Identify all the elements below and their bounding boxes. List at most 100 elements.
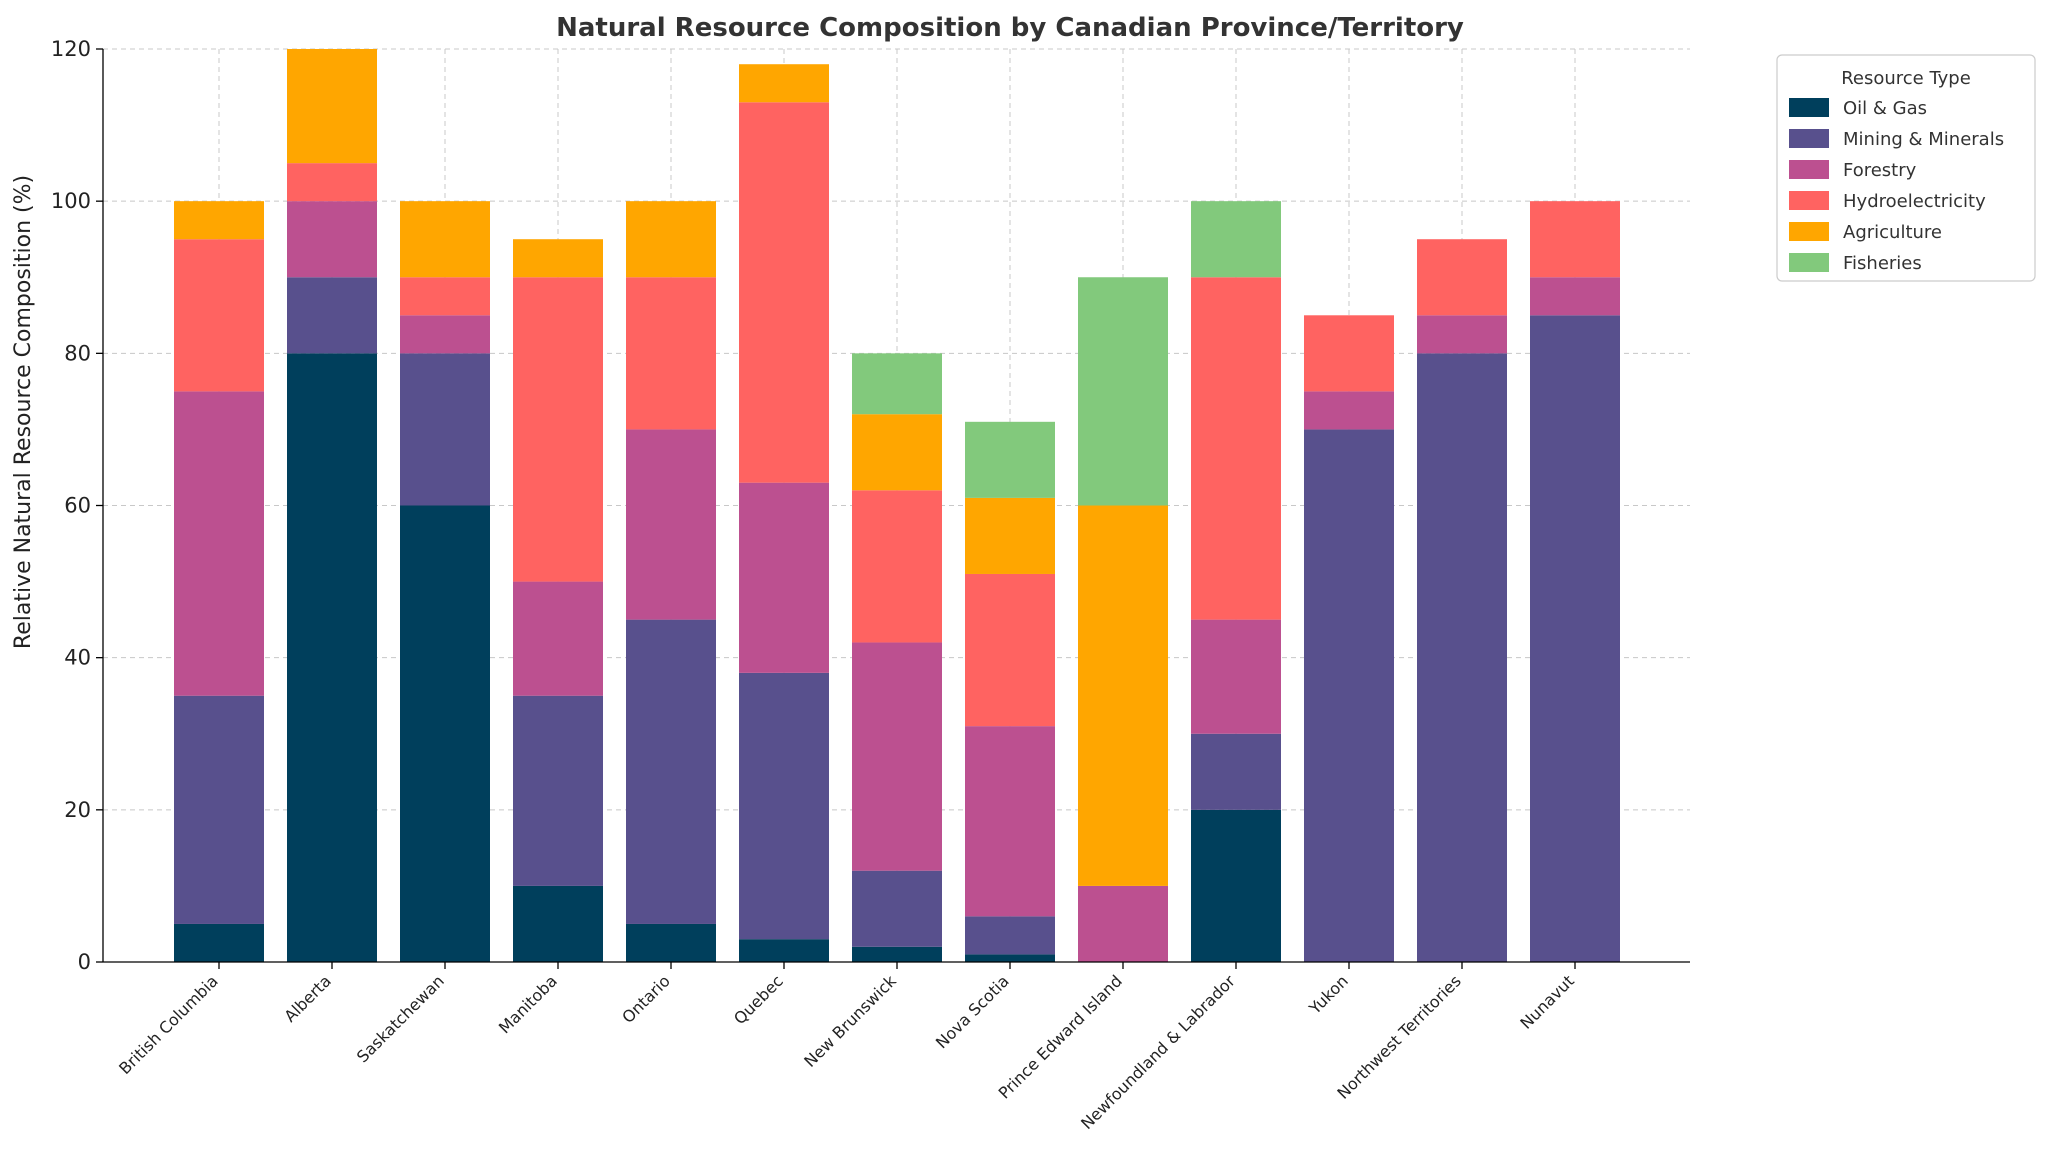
bar-segment: [965, 916, 1055, 955]
bar-segment: [626, 429, 716, 620]
bar-segment: [513, 239, 603, 278]
legend-label: Oil & Gas: [1843, 98, 1927, 119]
bar-segment: [513, 695, 603, 886]
bar-segment: [1304, 315, 1394, 392]
chart-title: Natural Resource Composition by Canadian…: [556, 13, 1464, 43]
bar-segment: [626, 277, 716, 430]
x-tick-label: Prince Edward Island: [995, 971, 1126, 1102]
bar-segment: [174, 923, 264, 962]
bar-segment: [1530, 201, 1620, 278]
bar-segment: [626, 619, 716, 924]
bar-segment: [287, 49, 377, 164]
bar-segment: [965, 421, 1055, 498]
x-tick-label: Manitoba: [495, 971, 561, 1037]
bar-segment: [852, 642, 942, 871]
legend-label: Agriculture: [1843, 222, 1942, 243]
legend-label: Fisheries: [1843, 253, 1922, 274]
bar-segment: [287, 353, 377, 962]
bar-segment: [400, 277, 490, 316]
bar-segment: [1417, 353, 1507, 962]
bar-segment: [852, 946, 942, 962]
x-tick-label: British Columbia: [115, 971, 222, 1078]
bar-segment: [626, 923, 716, 962]
bar-segment: [1078, 277, 1168, 506]
bar-segment: [1530, 277, 1620, 316]
bar-segment: [174, 391, 264, 696]
y-tick-label: 40: [64, 646, 91, 670]
bar-segment: [174, 201, 264, 240]
x-tick-label: Yukon: [1305, 971, 1352, 1018]
bar-segment: [1304, 391, 1394, 430]
y-tick-label: 100: [51, 189, 91, 213]
bar-segment: [1191, 277, 1281, 620]
bar-segment: [1304, 429, 1394, 963]
legend-swatch: [1789, 253, 1829, 272]
y-tick-label: 60: [64, 494, 91, 518]
bar-segment: [852, 870, 942, 947]
x-tick-label: Nunavut: [1516, 971, 1577, 1032]
bar-segment: [739, 939, 829, 962]
bar-segment: [739, 102, 829, 483]
legend: Resource Type Oil & Gas Mining & Minerals…: [1776, 54, 2036, 282]
legend-title: Resource Type: [1841, 68, 1971, 89]
bar-segment: [965, 497, 1055, 574]
x-ticks: British Columbia Alberta Saskatchewan Manit…: [115, 962, 1578, 1133]
bar-segment: [400, 353, 490, 506]
bar-segment: [852, 353, 942, 415]
legend-swatch: [1789, 129, 1829, 148]
bar-segment: [513, 277, 603, 582]
y-axis-label: Relative Natural Resource Composition (%…: [11, 175, 36, 649]
legend-label: Hydroelectricity: [1843, 191, 1986, 212]
bar-segment: [1078, 885, 1168, 962]
y-tick-label: 0: [78, 950, 91, 974]
bar-segment: [513, 885, 603, 962]
x-tick-label: Saskatchewan: [353, 971, 448, 1066]
x-tick-label: Nova Scotia: [932, 971, 1013, 1052]
legend-swatch: [1789, 160, 1829, 179]
bar-segment: [1417, 315, 1507, 354]
bar-segment: [1417, 239, 1507, 316]
bar-segment: [400, 505, 490, 962]
bar-segment: [174, 239, 264, 392]
y-tick-label: 120: [51, 37, 91, 61]
bar-segment: [1191, 733, 1281, 810]
bar-segment: [965, 573, 1055, 727]
bar-segment: [174, 695, 264, 924]
bar-segment: [852, 490, 942, 643]
bar-segment: [1191, 201, 1281, 278]
legend-swatch: [1789, 98, 1829, 117]
legend-frame: [1776, 54, 2036, 282]
bar-segment: [287, 201, 377, 278]
legend-swatch: [1789, 191, 1829, 210]
bar-segment: [287, 163, 377, 202]
bar-segment: [965, 954, 1055, 962]
y-ticks: 0 20 40 60 80 100 120: [51, 37, 103, 974]
legend-label: Mining & Minerals: [1843, 129, 2004, 150]
y-tick-label: 80: [64, 341, 91, 365]
bar-segment: [400, 201, 490, 278]
bar-segment: [739, 64, 829, 103]
bar-segment: [1191, 619, 1281, 734]
bar-segment: [852, 414, 942, 491]
bar-segment: [965, 726, 1055, 917]
bar-segment: [1191, 809, 1281, 962]
x-tick-label: New Brunswick: [800, 971, 900, 1071]
bar-segment: [739, 482, 829, 673]
legend-swatch: [1789, 222, 1829, 241]
bar-segment: [1530, 315, 1620, 963]
bar-segment: [739, 672, 829, 940]
legend-label: Forestry: [1843, 160, 1917, 181]
y-tick-label: 20: [64, 798, 91, 822]
bar-segment: [626, 201, 716, 278]
x-tick-label: Ontario: [618, 971, 674, 1027]
x-tick-label: Northwest Territories: [1333, 971, 1464, 1102]
bars: [174, 49, 1620, 963]
legend-items: Oil & Gas Mining & Minerals Forestry Hydroe…: [1789, 98, 2004, 274]
bar-segment: [287, 277, 377, 354]
x-tick-label: Quebec: [730, 971, 787, 1028]
x-tick-label: Alberta: [280, 971, 334, 1025]
bar-segment: [1078, 505, 1168, 886]
bar-segment: [513, 581, 603, 696]
bar-segment: [400, 315, 490, 354]
